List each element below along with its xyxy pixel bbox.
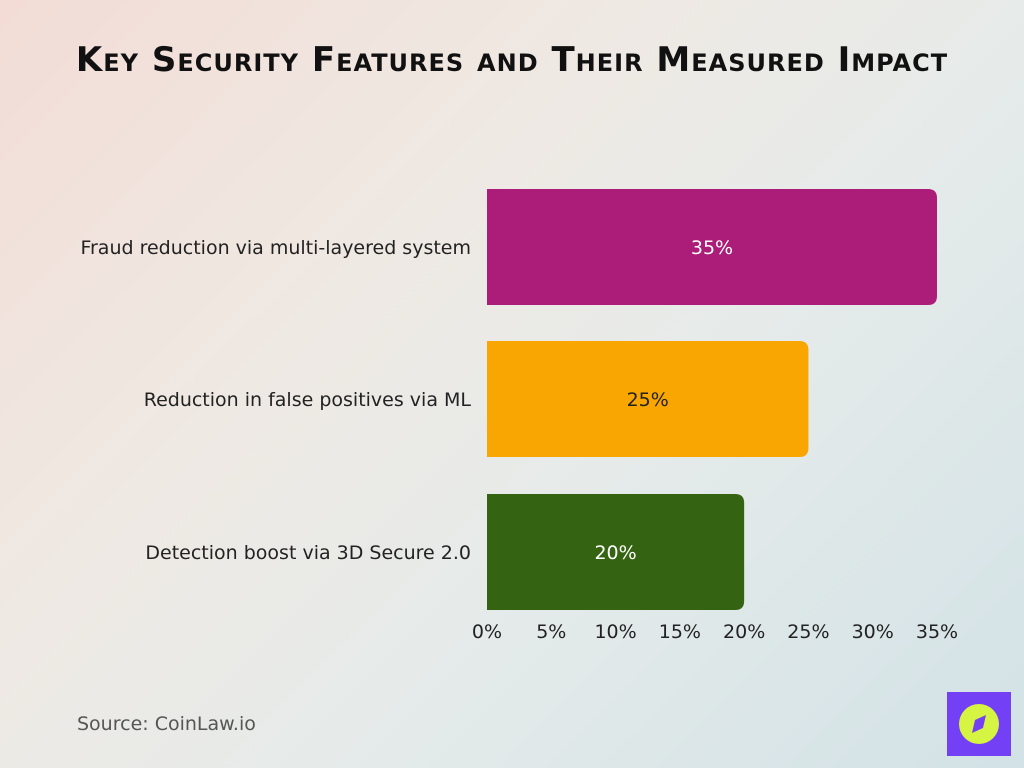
data-label: 25% <box>627 389 669 411</box>
x-tick-label: 5% <box>536 621 566 643</box>
chart-title: Key Security Features and Their Measured… <box>75 40 949 80</box>
category-label: Detection boost via 3D Secure 2.0 <box>145 542 471 564</box>
category-label: Reduction in false positives via ML <box>144 389 472 411</box>
data-label: 20% <box>594 542 636 564</box>
data-label: 35% <box>691 237 733 259</box>
bar <box>487 341 809 457</box>
x-tick-label: 10% <box>594 621 636 643</box>
source-text: Source: CoinLaw.io <box>77 713 256 735</box>
bar <box>487 494 745 610</box>
x-tick-label: 35% <box>916 621 958 643</box>
x-tick-label: 15% <box>659 621 701 643</box>
bar <box>487 189 937 305</box>
compass-logo-icon <box>947 692 1011 756</box>
x-tick-label: 20% <box>723 621 765 643</box>
category-label: Fraud reduction via multi-layered system <box>80 237 471 259</box>
x-tick-label: 25% <box>787 621 829 643</box>
x-tick-label: 0% <box>472 621 502 643</box>
x-tick-label: 30% <box>852 621 894 643</box>
